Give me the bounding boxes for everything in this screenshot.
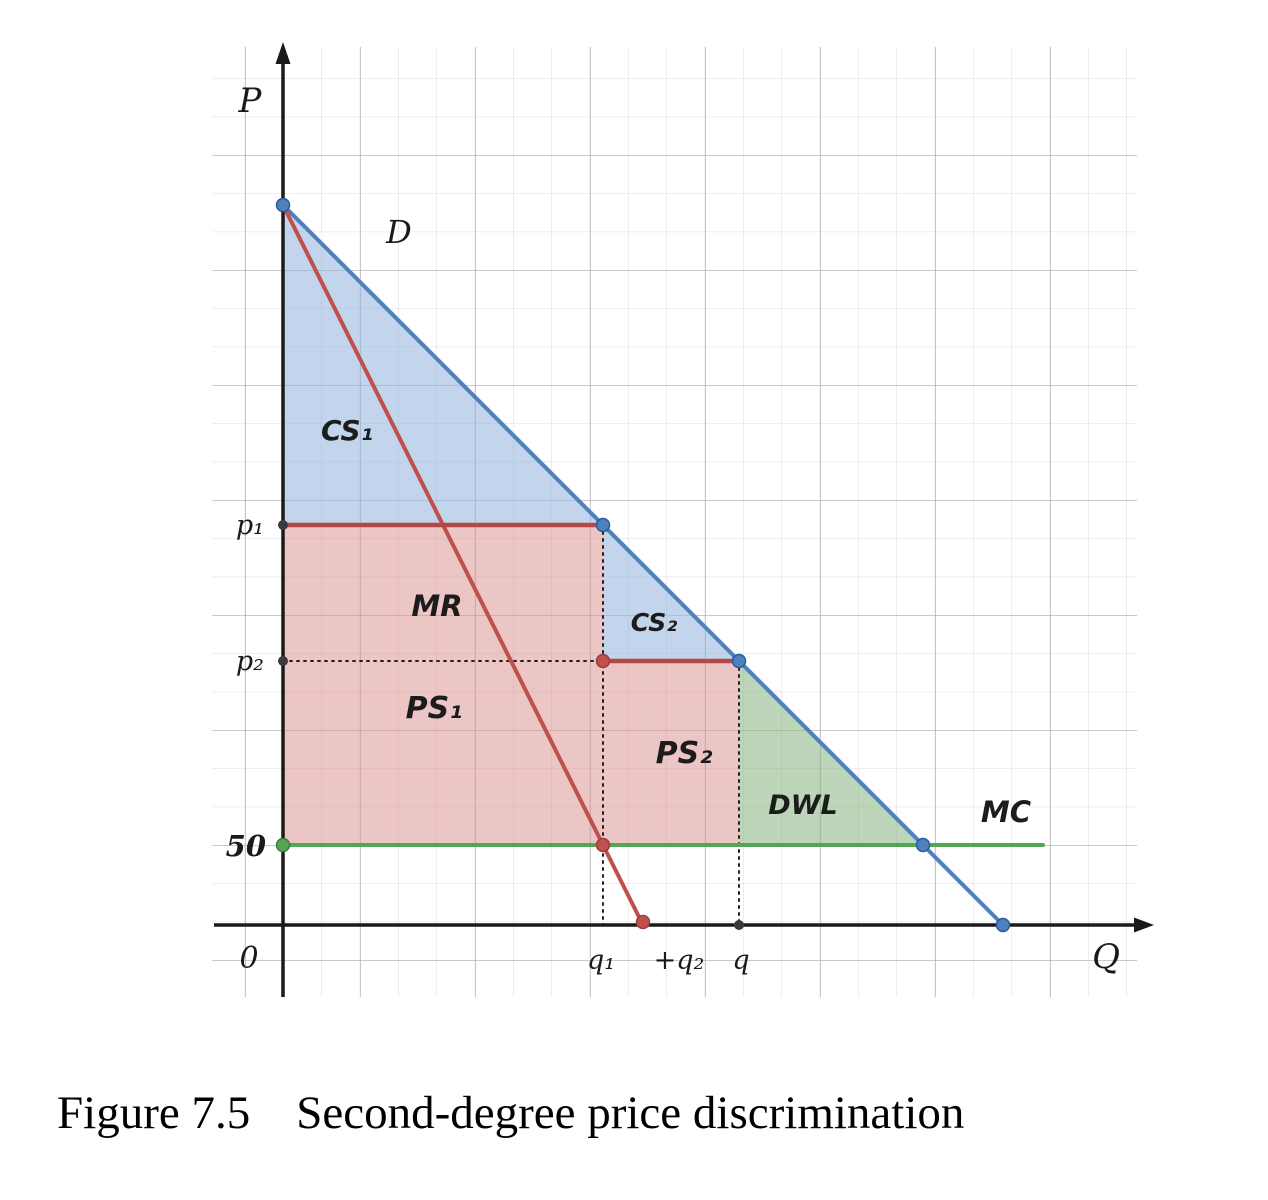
- region-ps: [283, 525, 739, 845]
- price-discrimination-diagram: P Q 0 D MR MC CS₁ CS₂ PS₁ PS₂ DWL p₁ p₂ …: [212, 42, 1154, 997]
- y-axis-arrow: [275, 42, 291, 64]
- q-tick-label: q: [732, 945, 749, 976]
- mr-x-intercept-point: [635, 914, 651, 930]
- origin-label: 0: [239, 941, 258, 976]
- mr-mc-intersection-point: [595, 837, 611, 853]
- demand-at-q1-point: [595, 517, 611, 533]
- cs1-region-label: CS₁: [321, 414, 373, 447]
- figure-caption: Figure 7.5 Second-degree price discrimin…: [57, 1086, 964, 1140]
- p2-axis-point: [278, 656, 288, 666]
- figure-caption-number: Figure 7.5: [57, 1087, 251, 1139]
- mr-curve: [281, 203, 645, 927]
- mc-axis-point: [275, 837, 291, 853]
- mr-curve-label: MR: [411, 589, 462, 623]
- p1-tick-label: p₁: [236, 510, 264, 541]
- p2-tick-label: p₂: [236, 646, 264, 677]
- cs2-region-label: CS₂: [631, 608, 677, 637]
- demand-intercept-point: [275, 197, 291, 213]
- plus-q2-tick-label: +q₂: [654, 945, 705, 976]
- ps1-region-label: PS₁: [406, 691, 463, 726]
- demand-curve: [281, 203, 1005, 927]
- mc-price-tick-label: 50: [226, 829, 266, 863]
- dwl-region-label: DWL: [768, 790, 837, 821]
- demand-at-q-point: [731, 653, 747, 669]
- x-axis-label: Q: [1092, 937, 1120, 977]
- q1-tick-label: q₁: [587, 945, 615, 976]
- demand-x-intercept-point: [995, 917, 1011, 933]
- mc-curve-label: MC: [981, 795, 1031, 829]
- demand-curve-label: D: [385, 213, 412, 251]
- ps2-region-label: PS₂: [656, 736, 713, 771]
- q-axis-point: [734, 920, 744, 930]
- demand-mc-intersection-point: [915, 837, 931, 853]
- p1-axis-point: [278, 520, 288, 530]
- y-axis-label: P: [238, 81, 263, 121]
- p2-at-q1-point: [595, 653, 611, 669]
- x-axis-arrow: [1134, 917, 1154, 933]
- figure-caption-title: Second-degree price discrimination: [296, 1087, 965, 1139]
